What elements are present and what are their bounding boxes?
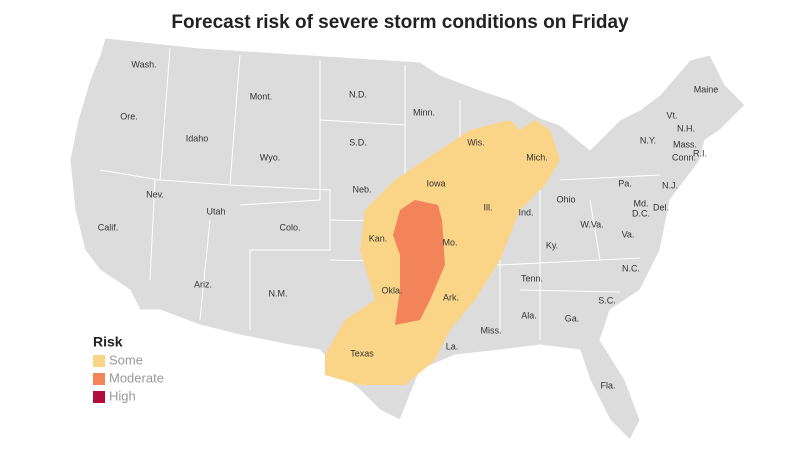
state-label: N.J. [662, 180, 678, 190]
state-label: Minn. [413, 107, 435, 117]
state-label: Md. [633, 198, 648, 208]
state-label: La. [446, 341, 459, 351]
state-label: Ohio [556, 194, 575, 204]
state-label: Pa. [618, 178, 632, 188]
legend-label: High [109, 388, 136, 403]
state-label: Idaho [186, 133, 209, 143]
state-label: Utah [206, 206, 225, 216]
state-label: Neb. [352, 184, 371, 194]
state-label: R.I. [693, 148, 707, 158]
state-label: Colo. [279, 222, 300, 232]
state-label: Miss. [481, 325, 502, 335]
legend: Some Moderate High [93, 352, 164, 403]
state-label: Wis. [467, 137, 485, 147]
state-label: Vt. [666, 110, 677, 120]
state-label: S.C. [598, 295, 616, 305]
state-label: Maine [694, 84, 719, 94]
legend-label: Some [109, 352, 143, 367]
state-label: Ill. [484, 202, 493, 212]
state-label: N.C. [622, 263, 640, 273]
state-label: Ark. [443, 292, 459, 302]
risk-moderate-area [393, 200, 445, 325]
state-label: Va. [622, 229, 635, 239]
legend-swatch [93, 391, 105, 403]
state-label: Ky. [546, 240, 558, 250]
state-label: Ore. [120, 111, 138, 121]
state-label: Mo. [442, 237, 457, 247]
state-label: Del. [653, 202, 669, 212]
state-label: Mich. [526, 152, 548, 162]
state-label: Fla. [600, 380, 615, 390]
legend-title: Risk [93, 334, 123, 350]
state-label: Ga. [565, 313, 580, 323]
state-label: Conn. [672, 152, 696, 162]
state-label: S.D. [349, 137, 367, 147]
state-label: Okla. [381, 285, 402, 295]
state-label: Tenn. [521, 273, 543, 283]
state-label: Mont. [250, 91, 273, 101]
legend-label: Moderate [109, 370, 164, 385]
state-label: Calif. [98, 222, 119, 232]
state-label: Kan. [369, 233, 388, 243]
state-label: Ariz. [194, 279, 212, 289]
legend-swatch [93, 355, 105, 367]
state-label: Ind. [518, 207, 533, 217]
state-label: Texas [350, 348, 374, 358]
legend-swatch [93, 373, 105, 385]
state-label: Iowa [426, 178, 445, 188]
state-label: W.Va. [580, 219, 603, 229]
state-label: N.M. [269, 288, 288, 298]
state-label: Ala. [521, 310, 537, 320]
state-label: N.Y. [640, 135, 656, 145]
state-label: Nev. [146, 189, 164, 199]
state-label: N.D. [349, 89, 367, 99]
state-labels: Wash. Ore. Idaho Mont. Wyo. N.D. S.D. Neb. Minn.… [98, 59, 719, 390]
state-label: Wyo. [260, 152, 280, 162]
state-label: D.C. [632, 208, 650, 218]
state-label: Wash. [131, 59, 156, 69]
map-title: Forecast risk of severe storm conditions… [171, 12, 629, 33]
state-label: N.H. [677, 123, 695, 133]
state-label: Mass. [673, 139, 697, 149]
